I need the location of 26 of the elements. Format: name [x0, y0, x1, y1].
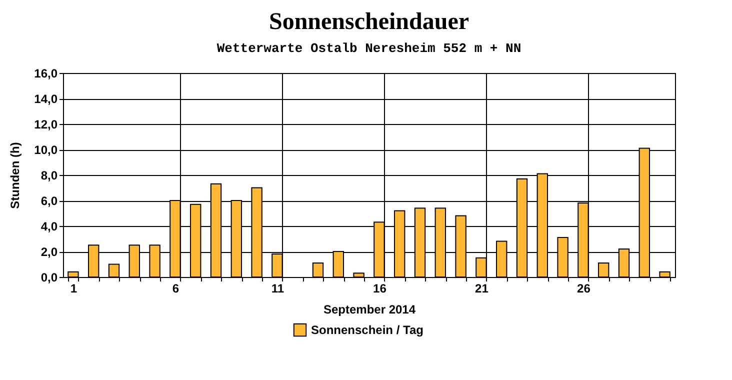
x-tick-label: 26	[577, 282, 591, 296]
x-tick-label: 11	[271, 282, 284, 296]
chart-title: Sonnenscheindauer	[268, 9, 470, 35]
y-tick-label: 2,0	[40, 245, 58, 259]
x-tick-label: 6	[172, 282, 180, 296]
y-tick-label: 4,0	[40, 220, 58, 234]
bar	[68, 271, 79, 278]
legend-label: Sonnenschein / Tag	[311, 323, 424, 337]
y-tick-label: 6,0	[40, 194, 58, 208]
bar	[108, 264, 120, 278]
y-tick-label: 14,0	[34, 92, 58, 106]
x-axis-title: September 2014	[323, 302, 416, 316]
chart-subtitle: Wetterwarte Ostalb Neresheim 552 m + NN	[216, 41, 522, 56]
bar	[659, 271, 670, 278]
y-tick-label: 10,0	[34, 143, 58, 157]
y-tick-label: 0,0	[40, 270, 58, 284]
bar	[312, 262, 324, 278]
y-tick-label: 8,0	[40, 168, 58, 182]
x-tick-label: 16	[373, 282, 387, 296]
bar	[353, 272, 364, 278]
x-tick-label: 21	[475, 282, 489, 296]
y-tick-label: 16,0	[34, 66, 58, 80]
bar	[598, 262, 610, 278]
y-tick-label: 12,0	[34, 118, 58, 132]
x-tick-label: 1	[70, 282, 78, 296]
y-axis-title: Stunden (h)	[8, 142, 22, 209]
